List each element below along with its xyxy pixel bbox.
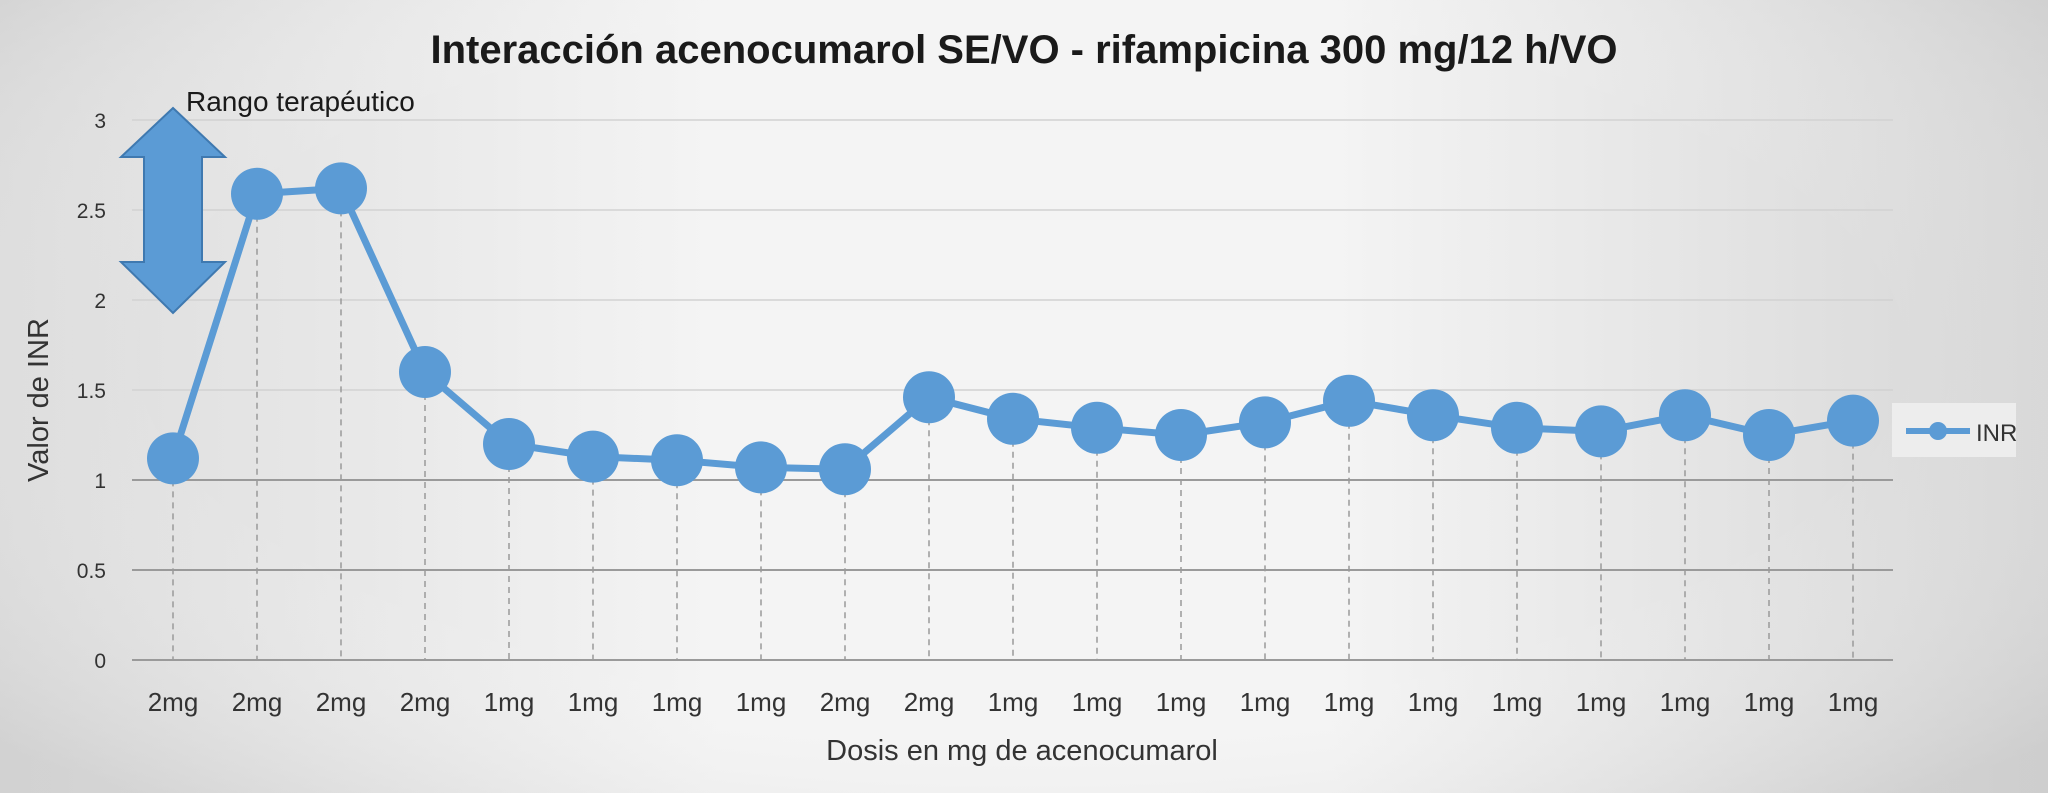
data-point [1659,389,1711,442]
data-point [651,434,703,487]
data-point [903,371,955,424]
therapeutic-range-annotation: Rango terapéutico [118,86,415,315]
x-tick-label: 1mg [1072,687,1123,717]
y-tick-label: 0.5 [77,560,106,583]
x-tick-label: 2mg [148,687,199,717]
x-tick-label: 2mg [820,687,871,717]
x-tick-label: 1mg [1744,687,1795,717]
therapeutic-range-label: Rango terapéutico [186,86,415,117]
legend: INR [1892,403,2017,457]
data-point [1155,409,1207,461]
y-axis-ticks: 0 0.5 1 1.5 2 2.5 3 [77,110,106,673]
data-point [1071,401,1123,454]
x-tick-label: 1mg [736,687,787,717]
data-point [315,162,367,215]
drop-lines [172,188,1854,660]
x-tick-label: 1mg [1408,687,1459,717]
x-tick-label: 1mg [652,687,703,717]
data-point [987,392,1039,445]
x-tick-label: 1mg [1576,687,1627,717]
x-tick-label: 2mg [904,687,955,717]
x-tick-label: 1mg [1660,687,1711,717]
data-point [819,443,871,496]
data-point [1575,405,1627,458]
legend-marker [1929,422,1947,440]
x-tick-label: 1mg [1492,687,1543,717]
x-tick-label: 1mg [484,687,535,717]
x-tick-label: 1mg [1240,687,1291,717]
data-point [231,167,283,220]
x-tick-label: 1mg [1324,687,1375,717]
x-tick-label: 2mg [400,687,451,717]
x-tick-label: 1mg [1156,687,1207,717]
x-axis-label: Dosis en mg de acenocumarol [826,735,1218,767]
y-axis-label: Valor de INR [23,318,55,482]
data-point [483,418,535,470]
data-point [1323,374,1375,427]
y-tick-label: 0 [94,650,106,673]
data-point [1827,394,1879,447]
data-point [399,346,451,398]
legend-label: INR [1976,420,2017,447]
data-point [735,441,787,494]
y-tick-label: 1 [94,470,106,493]
data-point [1239,396,1291,449]
data-point [1407,389,1459,442]
y-tick-label: 3 [94,110,106,133]
x-tick-label: 2mg [232,687,283,717]
x-tick-label: 2mg [316,687,367,717]
y-tick-label: 1.5 [77,380,106,403]
y-tick-label: 2.5 [77,200,106,223]
x-tick-label: 1mg [1828,687,1879,717]
data-point [1491,401,1543,454]
series-inr [147,162,1879,496]
x-tick-label: 1mg [988,687,1039,717]
chart-title: Interacción acenocumarol SE/VO - rifampi… [430,28,1617,72]
x-axis-ticks: 2mg 2mg 2mg 2mg 1mg 1mg 1mg 1mg 2mg 2mg 1mg 1mg 1mg 1… [148,687,1879,717]
data-point [1743,409,1795,461]
data-point [567,430,619,483]
y-tick-label: 2 [94,290,106,313]
x-tick-label: 1mg [568,687,619,717]
data-point [147,432,199,485]
therapeutic-range-arrow-icon [118,106,228,315]
